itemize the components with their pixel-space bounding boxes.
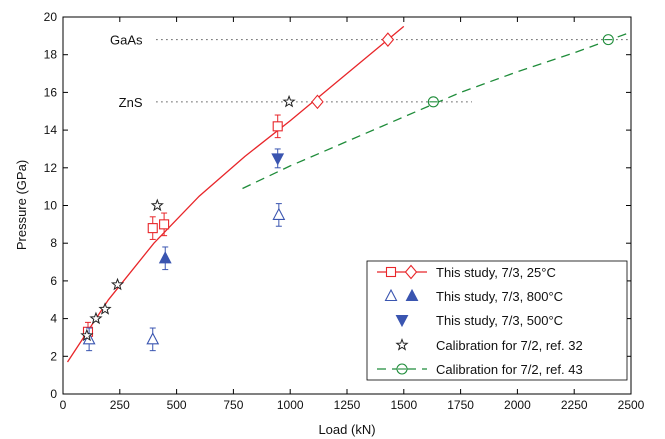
legend-label: This study, 7/3, 500°C — [436, 313, 563, 328]
x-tick-label: 250 — [110, 398, 130, 412]
x-tick-label: 750 — [223, 398, 243, 412]
data-point-square — [147, 223, 158, 234]
x-tick-label: 1750 — [447, 398, 474, 412]
x-tick-label: 2000 — [504, 398, 531, 412]
data-point-star — [282, 94, 296, 108]
data-point-star — [110, 277, 125, 291]
reference-label: ZnS — [119, 95, 143, 110]
data-point-diamond — [311, 94, 324, 110]
reference-lines: GaAs ZnS — [110, 33, 631, 110]
legend-items: This study, 7/3, 25°C This study, 7/3, 80… — [377, 264, 583, 377]
legend-marker-star — [395, 338, 409, 351]
data-point-star — [98, 302, 112, 315]
data-point-square — [159, 219, 170, 230]
data-point-square — [272, 121, 283, 132]
legend-box — [366, 260, 628, 381]
x-tick-label: 2500 — [618, 398, 645, 412]
y-tick-label: 12 — [44, 161, 58, 175]
y-tick-label: 2 — [50, 349, 57, 363]
y-axis-label: Pressure (GPa) — [14, 160, 29, 250]
data-point-diamond — [381, 32, 395, 47]
data-point-triangle-up-open — [272, 207, 286, 220]
data-point-triangle-down-filled — [271, 153, 285, 166]
series-1 — [311, 32, 395, 110]
data-points — [80, 32, 614, 352]
fit-line-ref43 — [242, 31, 632, 190]
legend-item: This study, 7/3, 500°C — [395, 313, 563, 328]
fit-curves — [66, 25, 632, 363]
legend-label: This study, 7/3, 25°C — [436, 265, 556, 280]
data-point-star — [89, 311, 103, 325]
y-tick-label: 4 — [50, 312, 57, 326]
legend-label: Calibration for 7/2, ref. 32 — [436, 338, 583, 353]
data-point-triangle-up-filled — [158, 251, 172, 264]
x-tick-label: 1000 — [277, 398, 304, 412]
data-point-star — [150, 198, 164, 212]
series-3 — [158, 246, 172, 271]
legend-marker-diamond — [404, 264, 418, 280]
x-axis-label: Load (kN) — [318, 422, 375, 437]
series-4 — [271, 148, 285, 169]
legend-item: This study, 7/3, 800°C — [384, 288, 563, 304]
legend-marker-triangle-up-filled — [405, 288, 419, 302]
legend-item: This study, 7/3, 25°C — [377, 264, 556, 280]
series-6 — [427, 34, 614, 108]
data-point-star — [80, 328, 94, 342]
legend-item: Calibration for 7/2, ref. 32 — [395, 338, 583, 353]
y-tick-label: 16 — [44, 85, 58, 99]
legend: This study, 7/3, 25°C This study, 7/3, 80… — [366, 260, 628, 381]
x-tick-label: 0 — [60, 398, 67, 412]
y-tick-label: 10 — [44, 199, 58, 213]
axis-ticks: 0 250 500 750 1000 1250 1500 1750 2000 2250 2500 0 2… — [44, 10, 645, 412]
x-tick-label: 2250 — [561, 398, 588, 412]
data-point-triangle-up-open — [146, 332, 160, 345]
y-tick-label: 0 — [50, 387, 57, 401]
legend-label: Calibration for 7/2, ref. 43 — [436, 362, 583, 377]
y-tick-label: 18 — [44, 48, 58, 62]
y-tick-label: 20 — [44, 10, 58, 24]
reference-label: GaAs — [110, 33, 143, 48]
legend-marker-square — [385, 266, 397, 278]
x-tick-label: 1500 — [390, 398, 417, 412]
legend-label: This study, 7/3, 800°C — [436, 289, 563, 304]
series-0 — [82, 114, 283, 342]
series-2 — [82, 203, 286, 352]
legend-marker-triangle-down-filled — [395, 314, 409, 328]
fit-line-25c — [66, 25, 405, 363]
x-tick-label: 500 — [167, 398, 187, 412]
legend-marker-triangle-up-open — [384, 288, 398, 302]
legend-item: Calibration for 7/2, ref. 43 — [377, 362, 583, 377]
series-5 — [80, 94, 296, 342]
y-tick-label: 6 — [50, 274, 57, 288]
x-tick-label: 1250 — [334, 398, 361, 412]
y-tick-label: 8 — [50, 236, 57, 250]
y-tick-label: 14 — [44, 123, 58, 137]
